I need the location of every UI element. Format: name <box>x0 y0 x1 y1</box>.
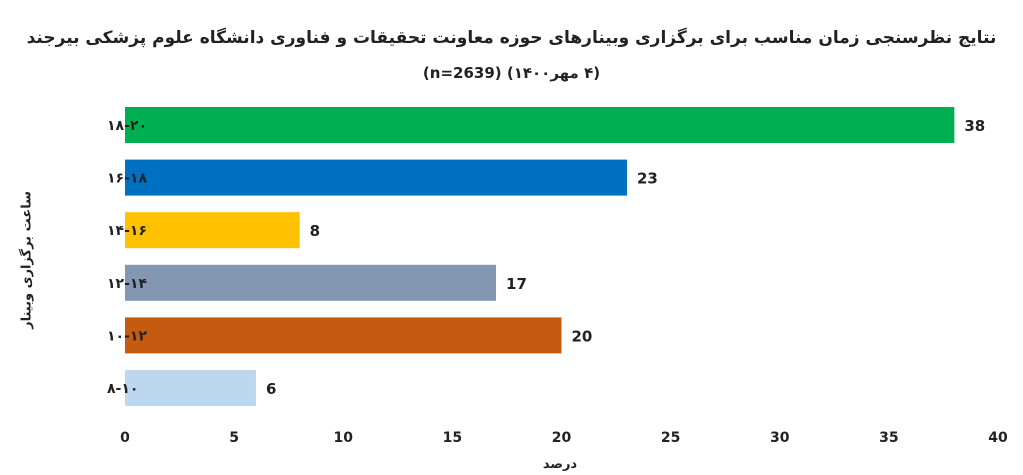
bar-0 <box>125 107 955 143</box>
category-label-4: ۱۰-۱۲ <box>107 328 147 344</box>
x-axis-title: درصد <box>543 457 578 472</box>
bar-3 <box>125 264 497 301</box>
category-label-0: ۱۸-۲۰ <box>107 118 147 134</box>
value-label-0: 38 <box>964 117 985 135</box>
category-label-1: ۱۶-۱۸ <box>107 171 147 187</box>
x-tick-label-5: 25 <box>661 430 680 446</box>
value-label-1: 23 <box>637 170 658 188</box>
bar-5 <box>125 370 256 406</box>
value-label-2: 8 <box>310 222 320 240</box>
chart-title: نتایج نظرسنجی زمان مناسب برای برگزاری وب… <box>26 28 997 48</box>
x-tick-label-2: 10 <box>334 430 354 446</box>
x-tick-label-0: 0 <box>120 430 130 446</box>
category-labels: ۱۸-۲۰ ۱۶-۱۸ ۱۴-۱۶ ۱۲-۱۴ ۱۰-۱۲ ۸-۱۰ <box>107 118 147 397</box>
value-label-3: 17 <box>506 275 527 293</box>
category-label-3: ۱۲-۱۴ <box>107 276 147 292</box>
bars-group <box>125 107 955 406</box>
x-tick-label-4: 20 <box>552 430 572 446</box>
category-label-2: ۱۴-۱۶ <box>107 223 147 239</box>
value-labels: 38 23 8 17 20 6 <box>266 117 985 398</box>
x-tick-label-6: 30 <box>770 430 790 446</box>
value-label-4: 20 <box>572 327 593 345</box>
x-tick-label-3: 15 <box>443 430 462 446</box>
value-label-5: 6 <box>266 380 276 398</box>
bar-2 <box>125 212 300 249</box>
x-tick-label-8: 40 <box>988 430 1008 446</box>
x-tick-label-1: 5 <box>229 430 239 446</box>
category-label-5: ۸-۱۰ <box>107 381 138 397</box>
x-tick-label-7: 35 <box>879 430 898 446</box>
bar-1 <box>125 159 627 196</box>
chart-subtitle: (۴ مهر۱۴۰۰) (n=2639) <box>422 64 601 82</box>
x-axis-ticks: 0 5 10 15 20 25 30 35 40 <box>120 430 1008 446</box>
bar-4 <box>125 317 562 354</box>
